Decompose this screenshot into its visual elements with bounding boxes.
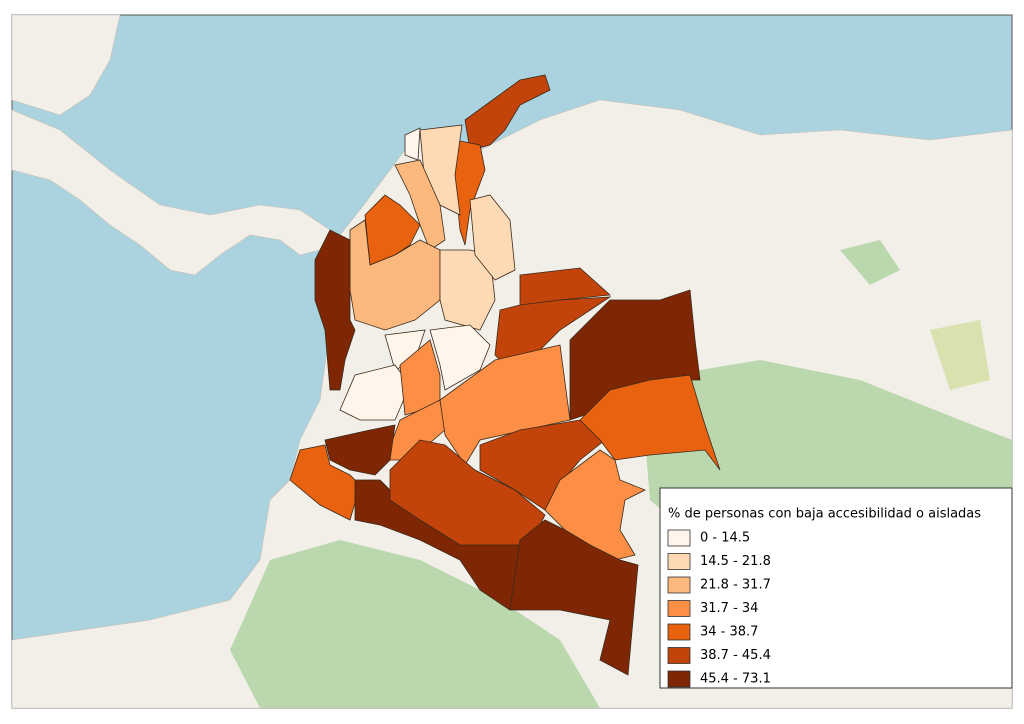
region: [429, 324, 491, 391]
region: [519, 267, 611, 311]
legend-title: % de personas con baja accesibilidad o a…: [668, 507, 981, 522]
legend-label: 45.4 - 73.1: [700, 672, 771, 687]
legend-swatch: [667, 623, 691, 641]
legend-label: 34 - 38.7: [700, 625, 758, 640]
region: [339, 364, 411, 421]
region: [439, 249, 496, 331]
legend-label: 0 - 14.5: [700, 531, 750, 546]
legend-swatch: [667, 576, 691, 594]
colombia-departments: [289, 74, 721, 676]
legend-label: 14.5 - 21.8: [700, 554, 771, 569]
legend-swatch: [667, 529, 691, 547]
legend-label: 21.8 - 31.7: [700, 578, 771, 593]
region: [509, 519, 639, 676]
region: [394, 159, 446, 251]
legend-label: 38.7 - 45.4: [700, 648, 771, 663]
legend-swatch: [667, 600, 691, 617]
legend-swatch: [667, 553, 691, 570]
region: [324, 424, 396, 476]
region: [314, 229, 356, 391]
legend-swatch: [667, 647, 691, 664]
legend-box: [659, 487, 1013, 689]
region: [579, 374, 721, 471]
legend-swatch: [667, 670, 691, 688]
region: [289, 444, 361, 521]
region: [469, 194, 516, 281]
region: [399, 339, 441, 416]
legend-label: 31.7 - 34: [700, 601, 758, 616]
legend: % de personas con baja accesibilidad o a…: [659, 487, 1013, 689]
